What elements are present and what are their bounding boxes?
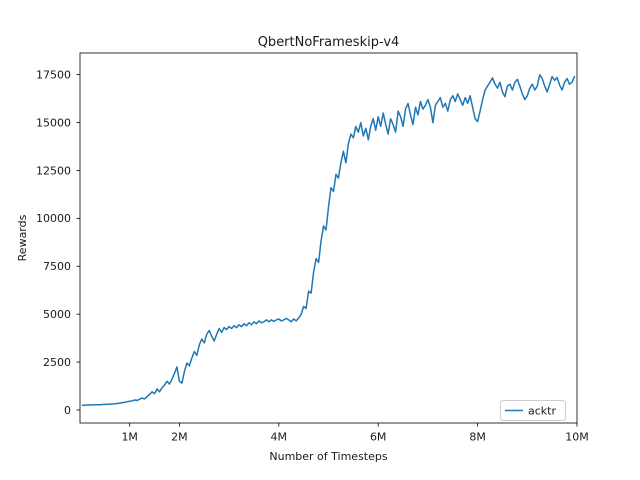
x-tick-label: 8M	[469, 431, 486, 444]
x-tick-label: 10M	[565, 431, 589, 444]
y-tick-label: 17500	[36, 68, 71, 81]
x-tick-label: 6M	[370, 431, 387, 444]
y-tick-label: 7500	[43, 260, 71, 273]
y-axis-label: Rewards	[16, 214, 29, 261]
y-tick-label: 12500	[36, 164, 71, 177]
x-axis-label: Number of Timesteps	[269, 450, 387, 463]
legend: acktr	[500, 400, 566, 421]
x-tick-label: 4M	[271, 431, 288, 444]
y-tick-label: 5000	[43, 308, 71, 321]
legend-label-acktr: acktr	[528, 405, 556, 418]
x-tick-label: 1M	[121, 431, 138, 444]
y-tick-label: 0	[64, 404, 71, 417]
x-tick-label: 2M	[171, 431, 188, 444]
legend-box	[500, 400, 566, 421]
y-axis-ticks: 0 2500 5000 7500 10000 12500 15000 17500	[36, 68, 80, 417]
x-axis-ticks: 1M 2M 4M 6M 8M 10M	[121, 423, 589, 444]
plot-frame	[79, 52, 578, 424]
series-line-acktr	[81, 73, 576, 406]
y-tick-label: 10000	[36, 212, 71, 225]
chart-title: QbertNoFrameskip-v4	[258, 35, 400, 50]
y-tick-label: 2500	[43, 356, 71, 369]
y-tick-label: 15000	[36, 116, 71, 129]
